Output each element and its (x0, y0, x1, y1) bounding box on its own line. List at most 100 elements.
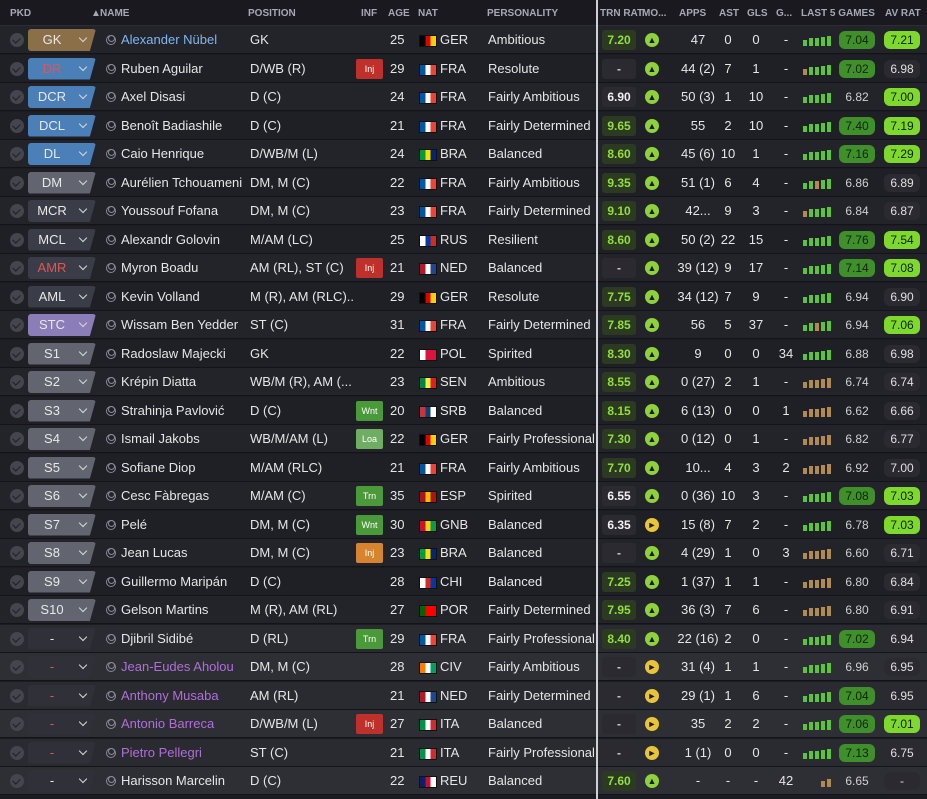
picked-check-icon[interactable] (10, 432, 24, 446)
player-name[interactable]: Pietro Pellegri (121, 744, 202, 760)
player-name[interactable]: Krépin Diatta (121, 374, 197, 389)
table-row[interactable]: DR Ruben Aguilar D/WB (R) Inj 29 FRA Resolute -… (0, 54, 927, 83)
player-name[interactable]: Benoît Badiashile (121, 117, 223, 133)
picked-check-icon[interactable] (10, 232, 24, 247)
position-selector[interactable]: AML (28, 285, 96, 308)
position-selector[interactable]: DR (28, 57, 96, 80)
picked-check-icon[interactable] (10, 717, 24, 731)
table-row[interactable]: S1 Radoslaw Majecki GK 22 POL Spirited 8.30 ▲ 9 0… (0, 339, 927, 368)
position-selector[interactable]: S4 (28, 428, 96, 450)
position-selector[interactable]: S2 (28, 371, 96, 393)
col-gls[interactable]: GLS (747, 8, 768, 19)
table-row[interactable]: S7 Pelé DM, M (C) Wnt 30 GNB Balanced 6.35 ► 15 (… (0, 510, 927, 539)
table-row[interactable]: - Harisson Marcelin D (C) 22 REU Balanced 7.60… (0, 767, 927, 795)
position-selector[interactable]: S1 (28, 342, 96, 365)
col-inf[interactable]: INF (361, 8, 378, 19)
position-selector[interactable]: AMR (28, 257, 96, 279)
table-row[interactable]: - Pietro Pellegri ST (C) 21 ITA Fairly Profes… (0, 738, 927, 767)
table-row[interactable]: S6 Cesc Fàbregas M/AM (C) Trn 35 ESP Spirited 6… (0, 482, 927, 510)
picked-check-icon[interactable] (10, 574, 24, 589)
table-row[interactable]: - Jean-Eudes Aholou DM, M (C) 28 CIV Fairly A… (0, 653, 927, 681)
col-age[interactable]: AGE (388, 8, 410, 19)
table-row[interactable]: S3 Strahinja Pavlović D (C) Wnt 20 SRB Balance… (0, 396, 927, 425)
player-name[interactable]: Cesc Fàbregas (121, 488, 210, 503)
player-name[interactable]: Ismail Jakobs (121, 431, 200, 446)
position-selector[interactable]: - (28, 656, 96, 678)
picked-check-icon[interactable] (10, 403, 24, 418)
player-name[interactable]: Alexander Nübel (121, 32, 218, 47)
picked-check-icon[interactable] (10, 631, 24, 646)
player-name[interactable]: Jean Lucas (121, 545, 188, 560)
player-name[interactable]: Djibril Sidibé (121, 630, 194, 646)
position-selector[interactable]: DCL (28, 114, 96, 137)
col-nat[interactable]: NAT (418, 8, 438, 19)
table-row[interactable]: - Djibril Sidibé D (RL) Trn 29 FRA Fairly Prof… (0, 624, 927, 653)
position-selector[interactable]: - (28, 770, 96, 792)
player-name[interactable]: Caio Henrique (121, 146, 205, 161)
player-name[interactable]: Guillermo Maripán (121, 573, 228, 589)
picked-check-icon[interactable] (10, 546, 24, 560)
position-selector[interactable]: DCR (28, 86, 96, 108)
table-row[interactable]: MCL Alexandr Golovin M/AM (LC) 25 RUS Resilie… (0, 225, 927, 254)
col-last5[interactable]: LAST 5 GAMES (801, 8, 875, 19)
position-selector[interactable]: S10 (28, 599, 96, 621)
picked-check-icon[interactable] (10, 118, 24, 133)
picked-check-icon[interactable] (10, 147, 24, 161)
picked-check-icon[interactable] (10, 318, 24, 332)
picked-check-icon[interactable] (10, 375, 24, 389)
picked-check-icon[interactable] (10, 774, 24, 788)
picked-check-icon[interactable] (10, 660, 24, 674)
col-pkd[interactable]: PKD (10, 8, 32, 19)
position-selector[interactable]: DL (28, 143, 96, 165)
position-selector[interactable]: - (28, 684, 96, 707)
col-position[interactable]: POSITION (248, 8, 296, 19)
table-row[interactable]: S5 Sofiane Diop M/AM (RLC) 21 FRA Fairly Ambi… (0, 453, 927, 482)
table-row[interactable]: DM Aurélien Tchouameni DM, M (C) 22 FRA Fairl… (0, 168, 927, 197)
player-name[interactable]: Youssouf Fofana (121, 203, 219, 218)
col-name[interactable]: NAME (100, 8, 130, 19)
col-apps[interactable]: APPS (679, 8, 707, 19)
table-row[interactable]: AMR Myron Boadu AM (RL), ST (C) Inj 21 NED Bal… (0, 254, 927, 282)
position-selector[interactable]: S8 (28, 542, 96, 564)
col-ast[interactable]: AST (719, 8, 739, 19)
table-row[interactable]: STC Wissam Ben Yedder ST (C) 31 FRA Fairly De… (0, 311, 927, 339)
player-name[interactable]: Strahinja Pavlović (121, 402, 225, 418)
table-row[interactable]: - Anthony Musaba AM (RL) 21 NED Fairly Determ… (0, 681, 927, 710)
picked-check-icon[interactable] (10, 289, 24, 304)
picked-check-icon[interactable] (10, 745, 24, 760)
picked-check-icon[interactable] (10, 90, 24, 104)
player-name[interactable]: Ruben Aguilar (121, 60, 203, 76)
position-selector[interactable]: S5 (28, 456, 96, 479)
position-selector[interactable]: S3 (28, 399, 96, 422)
player-name[interactable]: Wissam Ben Yedder (121, 317, 239, 332)
position-selector[interactable]: S9 (28, 570, 96, 593)
picked-check-icon[interactable] (10, 346, 24, 361)
player-name[interactable]: Jean-Eudes Aholou (121, 659, 234, 674)
table-row[interactable]: S10 Gelson Martins M (R), AM (RL) 27 POR Fair… (0, 596, 927, 624)
picked-check-icon[interactable] (10, 688, 24, 703)
picked-check-icon[interactable] (10, 460, 24, 475)
table-row[interactable]: MCR Youssouf Fofana DM, M (C) 23 FRA Fairly D… (0, 197, 927, 225)
player-name[interactable]: Harisson Marcelin (121, 773, 226, 788)
position-selector[interactable]: - (28, 713, 96, 735)
table-row[interactable]: DCL Benoît Badiashile D (C) 21 FRA Fairly Det… (0, 111, 927, 140)
table-row[interactable]: AML Kevin Volland M (R), AM (RLC)... 29 GER R… (0, 282, 927, 311)
player-name[interactable]: Antonio Barreca (121, 716, 215, 731)
table-row[interactable]: S4 Ismail Jakobs WB/M/AM (L) Loa 22 GER Fairly… (0, 425, 927, 453)
player-name[interactable]: Anthony Musaba (121, 687, 219, 703)
position-selector[interactable]: MCL (28, 228, 96, 251)
table-row[interactable]: S9 Guillermo Maripán D (C) 28 CHI Balanced 7.2… (0, 567, 927, 596)
position-selector[interactable]: S6 (28, 485, 96, 507)
table-row[interactable]: S8 Jean Lucas DM, M (C) Inj 23 BRA Balanced - ▲ 4… (0, 539, 927, 567)
table-row[interactable]: - Antonio Barreca D/WB/M (L) Inj 27 ITA Balanc… (0, 710, 927, 738)
player-name[interactable]: Sofiane Diop (121, 459, 196, 475)
position-selector[interactable]: GK (28, 29, 96, 51)
position-selector[interactable]: STC (28, 314, 96, 336)
picked-check-icon[interactable] (10, 603, 24, 617)
position-selector[interactable]: MCR (28, 200, 96, 222)
col-trn-rat[interactable]: TRN RAT (600, 8, 644, 19)
player-name[interactable]: Gelson Martins (121, 602, 209, 617)
picked-check-icon[interactable] (10, 175, 24, 190)
picked-check-icon[interactable] (10, 261, 24, 275)
player-name[interactable]: Radoslaw Majecki (121, 345, 226, 361)
